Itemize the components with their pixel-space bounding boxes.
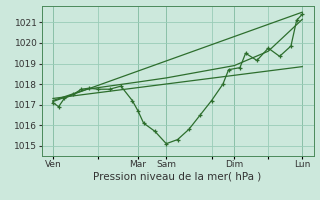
X-axis label: Pression niveau de la mer( hPa ): Pression niveau de la mer( hPa )	[93, 172, 262, 182]
